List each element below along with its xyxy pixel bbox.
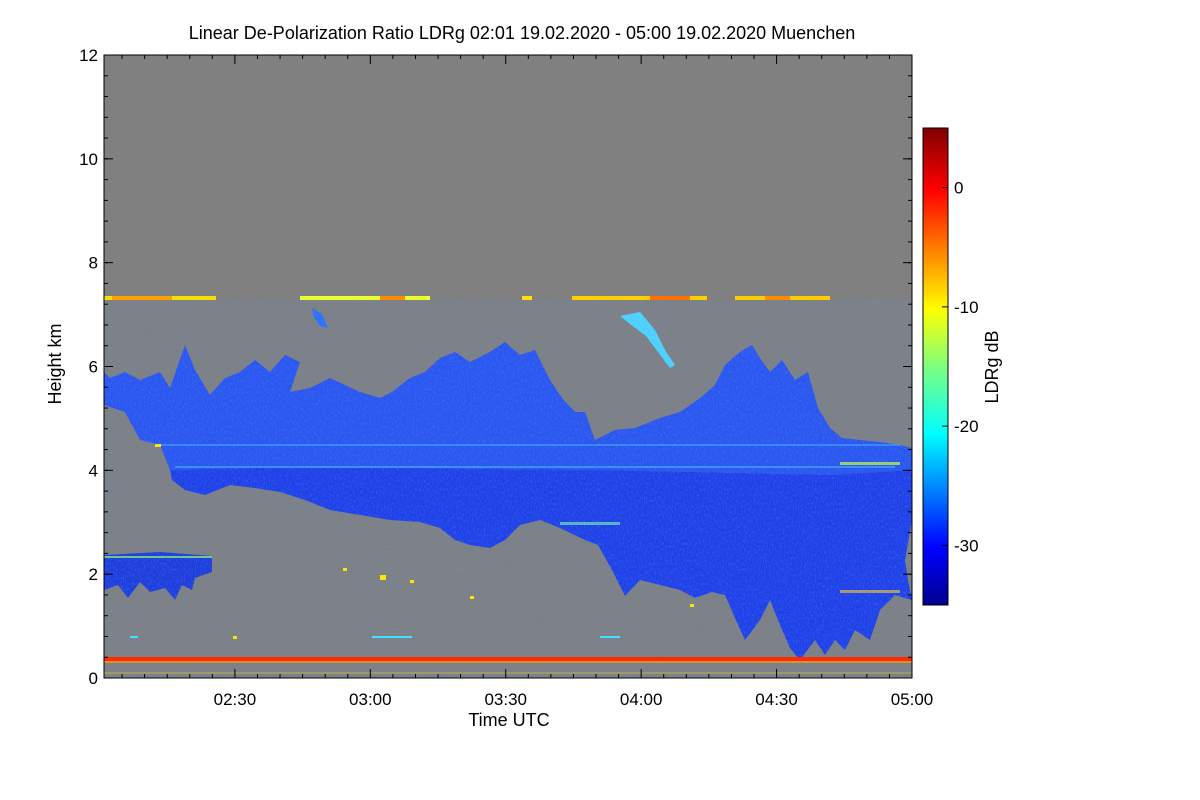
streak-c [560, 522, 620, 525]
y-tick-label: 6 [89, 358, 98, 377]
y-tick-label: 2 [89, 565, 98, 584]
streak-d [840, 462, 900, 465]
y-tick-label: 8 [89, 254, 98, 273]
x-tick-label: 04:00 [620, 690, 663, 709]
x-tick-label: 02:30 [214, 690, 257, 709]
colorbar-tick-label: 0 [954, 179, 963, 198]
colorbar-ticks: 0 -10 -20 -30 [942, 179, 979, 555]
y-axis: 0 2 4 6 8 10 12 [79, 46, 912, 688]
colorbar [922, 127, 949, 606]
streak-a [160, 444, 900, 446]
y-tick-label: 4 [89, 461, 98, 480]
layer-7-3km [104, 296, 830, 300]
noise-dots [130, 444, 694, 639]
x-tick-label: 03:00 [349, 690, 392, 709]
y-tick-label: 10 [79, 150, 98, 169]
ldr-field [104, 296, 912, 678]
x-axis-label: Time UTC [468, 710, 549, 730]
x-axis: 02:30 03:00 03:30 04:00 04:30 05:00 [121, 55, 934, 709]
x-tick-label: 05:00 [891, 690, 934, 709]
y-tick-label: 0 [89, 669, 98, 688]
streak-b [175, 466, 895, 468]
colorbar-label: LDRg dB [982, 330, 1002, 403]
y-axis-label: Height km [45, 323, 65, 404]
chart-title: Linear De-Polarization Ratio LDRg 02:01 … [189, 23, 855, 43]
x-tick-label: 03:30 [484, 690, 527, 709]
streak-f [840, 590, 900, 593]
cloud-texture [104, 300, 912, 678]
streak-e [104, 556, 212, 558]
colorbar-tick-label: -10 [954, 298, 979, 317]
colorbar-tick-label: -30 [954, 536, 979, 555]
layer-ground [104, 657, 912, 674]
x-tick-label: 04:30 [755, 690, 798, 709]
y-tick-label: 12 [79, 46, 98, 65]
colorbar-tick-label: -20 [954, 417, 979, 436]
